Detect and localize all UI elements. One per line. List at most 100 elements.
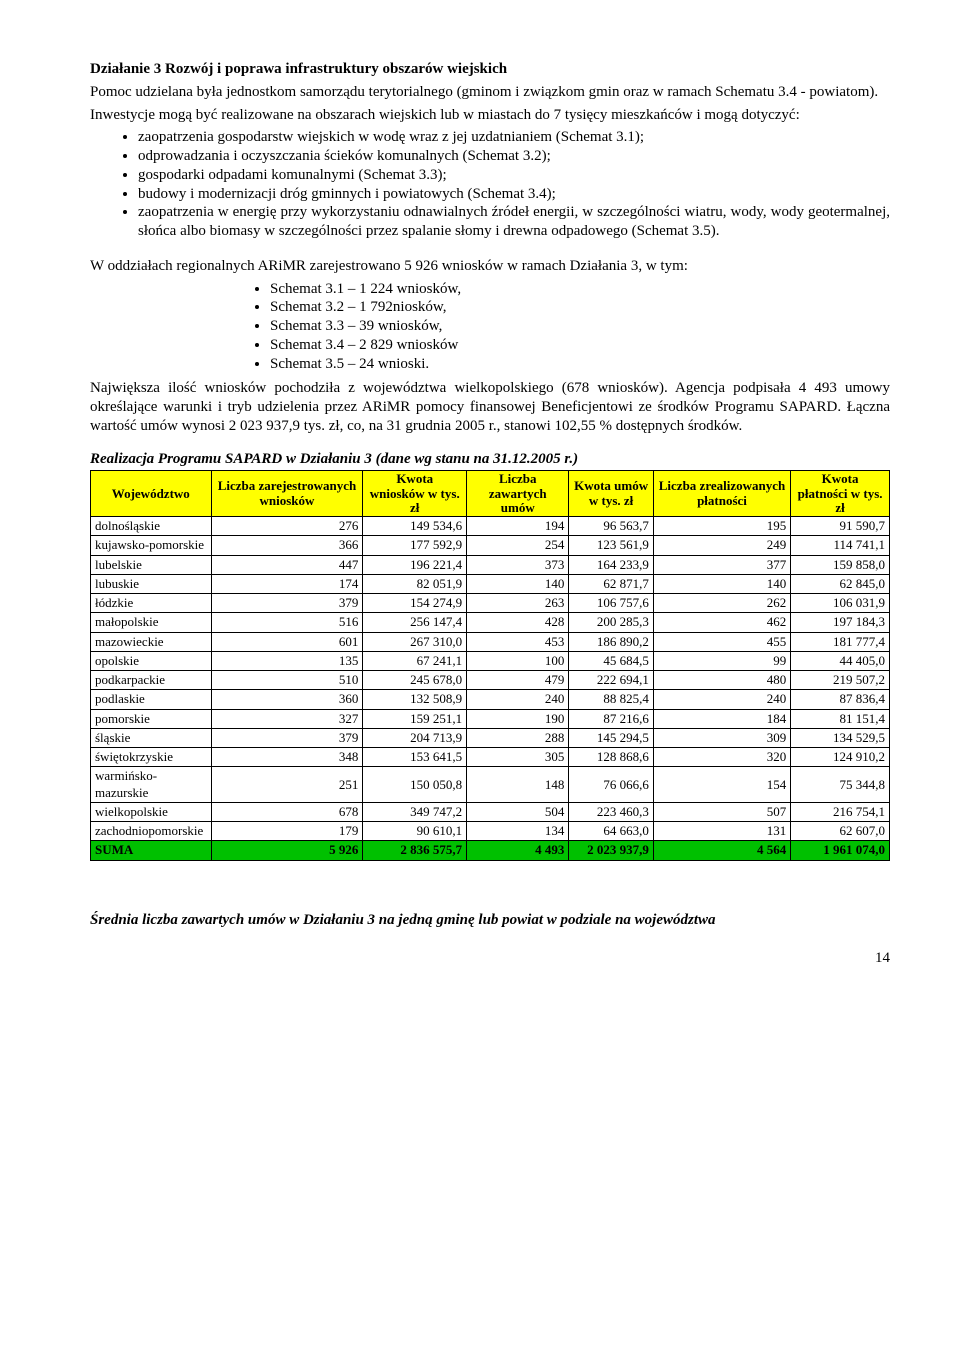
table-cell: 479: [467, 671, 569, 690]
table-cell: 186 890,2: [569, 632, 653, 651]
table-cell: opolskie: [91, 651, 212, 670]
table-row: lubelskie447196 221,4373164 233,9377159 …: [91, 555, 890, 574]
table-cell: 245 678,0: [363, 671, 467, 690]
table-header: Województwo: [91, 471, 212, 517]
table-cell: 99: [653, 651, 790, 670]
table-row: podkarpackie510245 678,0479222 694,14802…: [91, 671, 890, 690]
table-row: warmińsko-mazurskie251150 050,814876 066…: [91, 767, 890, 803]
table-cell: 249: [653, 536, 790, 555]
table-cell: 678: [211, 802, 363, 821]
table-cell: 216 754,1: [791, 802, 890, 821]
list-item: budowy i modernizacji dróg gminnych i po…: [138, 185, 890, 204]
table-row: mazowieckie601267 310,0453186 890,245518…: [91, 632, 890, 651]
table-cell: dolnośląskie: [91, 517, 212, 536]
table-cell: 91 590,7: [791, 517, 890, 536]
table-cell: 263: [467, 594, 569, 613]
table-cell: 135: [211, 651, 363, 670]
table-cell: 366: [211, 536, 363, 555]
table-cell: 195: [653, 517, 790, 536]
table-cell: podkarpackie: [91, 671, 212, 690]
table-cell: 87 216,6: [569, 709, 653, 728]
paragraph-2: W oddziałach regionalnych ARiMR zarejest…: [90, 257, 890, 276]
table-cell: warmińsko-mazurskie: [91, 767, 212, 803]
table-cell: SUMA: [91, 841, 212, 860]
list-item: odprowadzania i oczyszczania ścieków kom…: [138, 147, 890, 166]
table-cell: 349 747,2: [363, 802, 467, 821]
table-row: pomorskie327159 251,119087 216,618481 15…: [91, 709, 890, 728]
table-cell: 81 151,4: [791, 709, 890, 728]
table-cell: 150 050,8: [363, 767, 467, 803]
table-cell: 123 561,9: [569, 536, 653, 555]
table-cell: 360: [211, 690, 363, 709]
bullet-list-1: zaopatrzenia gospodarstw wiejskich w wod…: [90, 128, 890, 241]
table-cell: zachodniopomorskie: [91, 822, 212, 841]
table-cell: 2 023 937,9: [569, 841, 653, 860]
table-cell: małopolskie: [91, 613, 212, 632]
table-cell: 379: [211, 728, 363, 747]
table-cell: 159 858,0: [791, 555, 890, 574]
table-row: małopolskie516256 147,4428200 285,346219…: [91, 613, 890, 632]
table-cell: 240: [653, 690, 790, 709]
table-cell: 305: [467, 748, 569, 767]
table-cell: 373: [467, 555, 569, 574]
table-cell: 507: [653, 802, 790, 821]
table-cell: 62 845,0: [791, 574, 890, 593]
table-cell: 197 184,3: [791, 613, 890, 632]
table-cell: 87 836,4: [791, 690, 890, 709]
table-cell: 196 221,4: [363, 555, 467, 574]
table-cell: 462: [653, 613, 790, 632]
table-cell: 164 233,9: [569, 555, 653, 574]
table-cell: 75 344,8: [791, 767, 890, 803]
table-cell: 67 241,1: [363, 651, 467, 670]
table-cell: 179: [211, 822, 363, 841]
table-cell: 128 868,6: [569, 748, 653, 767]
table-cell: 480: [653, 671, 790, 690]
table-header: Kwota płatności w tys. zł: [791, 471, 890, 517]
table-cell: lubelskie: [91, 555, 212, 574]
table-cell: 153 641,5: [363, 748, 467, 767]
list-item: Schemat 3.1 – 1 224 wniosków,: [270, 280, 890, 299]
table-cell: 377: [653, 555, 790, 574]
table-cell: 240: [467, 690, 569, 709]
table-cell: 124 910,2: [791, 748, 890, 767]
table-cell: 510: [211, 671, 363, 690]
table-cell: 149 534,6: [363, 517, 467, 536]
table-row: podlaskie360132 508,924088 825,424087 83…: [91, 690, 890, 709]
list-item: Schemat 3.3 – 39 wniosków,: [270, 317, 890, 336]
table-row: świętokrzyskie348153 641,5305128 868,632…: [91, 748, 890, 767]
table-cell: 134 529,5: [791, 728, 890, 747]
list-item: zaopatrzenia gospodarstw wiejskich w wod…: [138, 128, 890, 147]
table-cell: 251: [211, 767, 363, 803]
table-header: Liczba zarejestrowanych wniosków: [211, 471, 363, 517]
table-header: Kwota wniosków w tys. zł: [363, 471, 467, 517]
page-number: 14: [90, 949, 890, 968]
intro-paragraph-2: Inwestycje mogą być realizowane na obsza…: [90, 106, 890, 125]
table-cell: 177 592,9: [363, 536, 467, 555]
table-cell: 276: [211, 517, 363, 536]
table-cell: lubuskie: [91, 574, 212, 593]
intro-paragraph-1: Pomoc udzielana była jednostkom samorząd…: [90, 83, 890, 102]
section-heading: Działanie 3 Rozwój i poprawa infrastrukt…: [90, 60, 890, 79]
table-cell: 379: [211, 594, 363, 613]
table-cell: śląskie: [91, 728, 212, 747]
table-row: opolskie13567 241,110045 684,59944 405,0: [91, 651, 890, 670]
table-cell: 200 285,3: [569, 613, 653, 632]
table-cell: 154 274,9: [363, 594, 467, 613]
table-cell: 106 757,6: [569, 594, 653, 613]
table-cell: 256 147,4: [363, 613, 467, 632]
table-cell: 132 508,9: [363, 690, 467, 709]
table-header: Liczba zrealizowanych płatności: [653, 471, 790, 517]
table-cell: 64 663,0: [569, 822, 653, 841]
table-cell: 62 607,0: [791, 822, 890, 841]
table-cell: 134: [467, 822, 569, 841]
table-cell: łódzkie: [91, 594, 212, 613]
footer-caption: Średnia liczba zawartych umów w Działani…: [90, 911, 890, 930]
table-row: łódzkie379154 274,9263106 757,6262106 03…: [91, 594, 890, 613]
table-cell: 516: [211, 613, 363, 632]
table-header: Kwota umów w tys. zł: [569, 471, 653, 517]
table-sum-row: SUMA5 9262 836 575,74 4932 023 937,94 56…: [91, 841, 890, 860]
list-item: Schemat 3.5 – 24 wnioski.: [270, 355, 890, 374]
table-cell: 219 507,2: [791, 671, 890, 690]
table-row: wielkopolskie678349 747,2504223 460,3507…: [91, 802, 890, 821]
table-cell: 254: [467, 536, 569, 555]
